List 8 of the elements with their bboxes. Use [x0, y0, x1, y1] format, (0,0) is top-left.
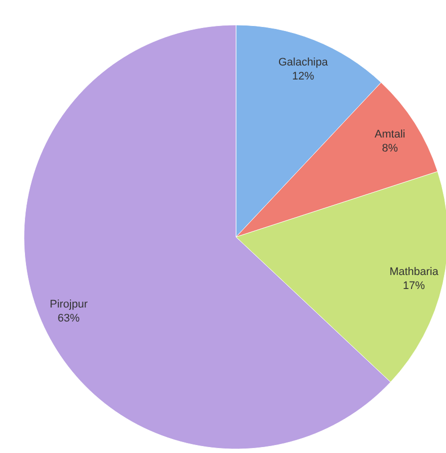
slice-label: Amtali	[374, 128, 406, 140]
slice-label: Mathbaria	[389, 266, 440, 278]
data-label: 63%	[58, 312, 80, 324]
slice-label: Galachipa	[278, 56, 329, 68]
slice-label: Pirojpur	[50, 298, 88, 310]
data-label: 8%	[382, 142, 398, 154]
data-label: 12%	[292, 70, 314, 82]
data-label: 17%	[402, 280, 426, 292]
